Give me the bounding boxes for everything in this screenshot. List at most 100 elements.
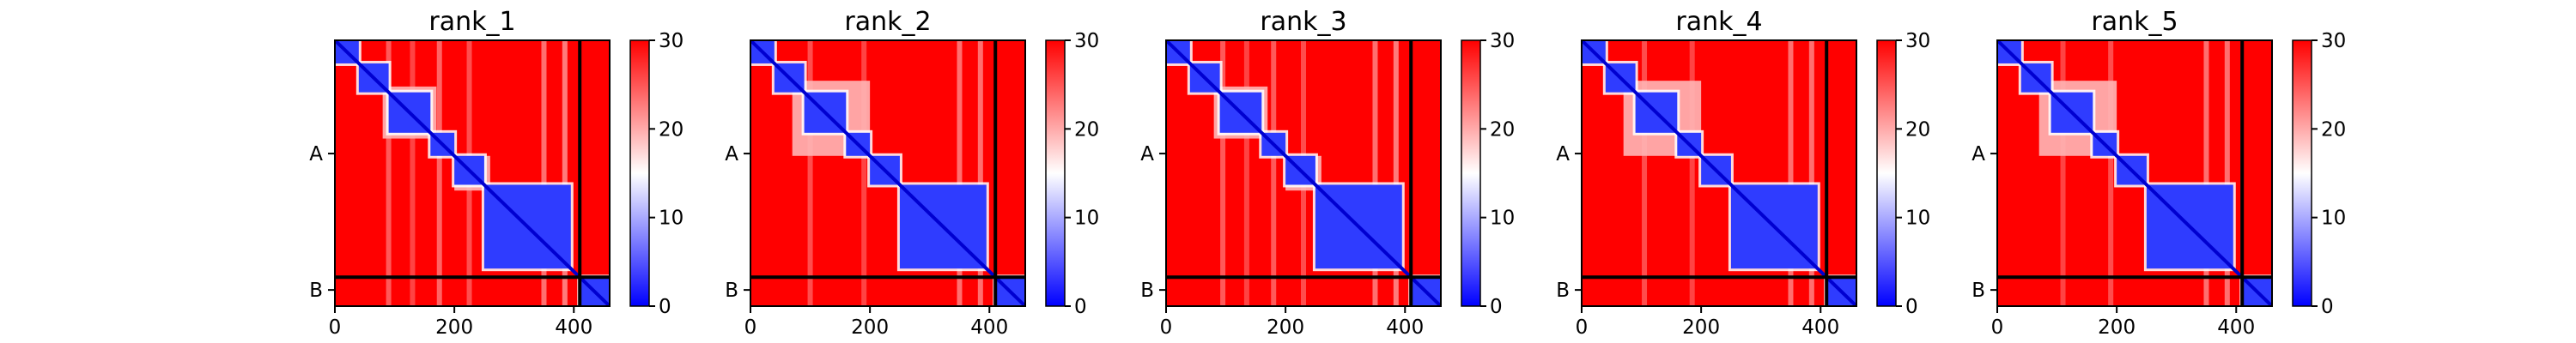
panel-5-title: rank_5 xyxy=(2091,7,2178,37)
panel-1-chain-label-A: A xyxy=(309,143,323,165)
panel-2-stripe-3 xyxy=(957,40,963,306)
panel-3-colorbar xyxy=(1461,40,1480,306)
panel-5-cbar-tick-label-1: 0 xyxy=(2321,296,2334,318)
panel-5-stripe-4 xyxy=(2224,40,2230,306)
panel-4-colorbar xyxy=(1877,40,1896,306)
panel-1-cbar-tick-label-2: 10 xyxy=(659,208,683,230)
panel-2-frame xyxy=(750,39,1026,307)
panel-4-chain-label-A: A xyxy=(1556,143,1570,165)
panel-1-xtick-label-2: 200 xyxy=(435,316,473,339)
panel-2-colorbar xyxy=(1046,40,1065,306)
panel-5-chain-label-A: A xyxy=(1971,143,1985,165)
panel-4-cbar-tick-label-3: 20 xyxy=(1905,118,1930,141)
panel-1-stripe-2 xyxy=(410,40,416,306)
panel-4-chain-label-B: B xyxy=(1556,280,1570,302)
panel-1-cbar-tick-label-4: 30 xyxy=(659,30,683,52)
panel-3-colorbar-frame xyxy=(1461,39,1481,307)
panel-2-cbar-tick-label-4: 30 xyxy=(1074,30,1099,52)
panel-2-xtick-label-2: 200 xyxy=(851,316,889,339)
panel-4-title: rank_4 xyxy=(1675,7,1762,37)
panel-1-cbar-tick-label-3: 20 xyxy=(659,118,683,141)
panel-5-cbar-tick-label-2: 10 xyxy=(2321,208,2346,230)
panel-5-chain-label-B: B xyxy=(1971,280,1985,302)
panel-5-colorbar-frame xyxy=(2292,39,2312,307)
panel-2-xtick-label-3: 400 xyxy=(970,316,1008,339)
panel-3-stripe-5 xyxy=(1372,40,1378,306)
panel-2-heatmap xyxy=(750,40,1025,306)
panel-5-frame xyxy=(1996,39,2273,307)
panel-4-cbar-tick-label-1: 0 xyxy=(1905,296,1918,318)
panel-3-xtick-label-1: 0 xyxy=(1160,316,1173,339)
panel-3-cbar-tick-label-3: 20 xyxy=(1490,118,1515,141)
panel-1-cbar-tick-label-1: 0 xyxy=(659,296,671,318)
panel-4-heatmap xyxy=(1582,40,1856,306)
panel-1-xtick-label-1: 0 xyxy=(329,316,342,339)
panel-3-chain-label-B: B xyxy=(1140,280,1154,302)
panel-2-chain-label-B: B xyxy=(725,280,738,302)
panel-2-title: rank_2 xyxy=(844,7,931,37)
panel-1-xtick-label-3: 400 xyxy=(555,316,592,339)
panel-2-diagonal xyxy=(750,40,1025,306)
panel-5-heatmap xyxy=(1997,40,2272,306)
panel-4-stripe-1 xyxy=(1642,40,1648,306)
panel-5-xtick-label-1: 0 xyxy=(1991,316,2004,339)
panel-2-cbar-tick-label-3: 20 xyxy=(1074,118,1099,141)
panel-3-title: rank_3 xyxy=(1260,7,1346,37)
panel-3-xtick-label-3: 400 xyxy=(1386,316,1424,339)
panel-3-stripe-3 xyxy=(1271,40,1277,306)
panel-4-xtick-label-2: 200 xyxy=(1682,316,1720,339)
panel-2-chain-label-A: A xyxy=(725,143,738,165)
panel-4-stripe-3 xyxy=(1788,40,1794,306)
panel-2-stripe-2 xyxy=(861,40,867,306)
panel-1-heatmap xyxy=(335,40,610,306)
panel-3-cbar-tick-label-2: 10 xyxy=(1490,208,1515,230)
panel-1-stripe-3 xyxy=(436,40,442,306)
panel-2-cbar-tick-label-2: 10 xyxy=(1074,208,1099,230)
panel-1-stripe-6 xyxy=(562,40,568,306)
panel-4-diagonal xyxy=(1582,40,1856,306)
panel-5-diagonal xyxy=(1997,40,2272,306)
panel-4-xtick-label-1: 0 xyxy=(1576,316,1589,339)
panel-4-cbar-tick-label-4: 30 xyxy=(1905,30,1930,52)
panel-3-xtick-label-2: 200 xyxy=(1267,316,1304,339)
panel-1-colorbar-frame xyxy=(629,39,650,307)
panel-3-stripe-6 xyxy=(1393,40,1399,306)
panel-1-stripe-5 xyxy=(541,40,547,306)
panel-3-cbar-tick-label-1: 0 xyxy=(1490,296,1503,318)
panel-5-xtick-label-2: 200 xyxy=(2098,316,2136,339)
panel-5-colorbar xyxy=(2293,40,2312,306)
panel-1-diagonal xyxy=(335,40,610,306)
panel-4-stripe-4 xyxy=(1808,40,1814,306)
panel-5-cbar-tick-label-4: 30 xyxy=(2321,30,2346,52)
panel-2-stripe-1 xyxy=(807,40,813,306)
panel-3-cbar-tick-label-4: 30 xyxy=(1490,30,1515,52)
panel-5-stripe-2 xyxy=(2108,40,2114,306)
panel-4-stripe-2 xyxy=(1689,40,1695,306)
panel-5-cbar-tick-label-3: 20 xyxy=(2321,118,2346,141)
panel-1-stripe-1 xyxy=(386,40,392,306)
panel-5-xtick-label-3: 400 xyxy=(2217,316,2255,339)
panel-4-cbar-tick-label-2: 10 xyxy=(1905,208,1930,230)
panel-3-stripe-2 xyxy=(1243,40,1249,306)
panel-2-cbar-tick-label-1: 0 xyxy=(1074,296,1087,318)
panel-3-chain-label-A: A xyxy=(1140,143,1154,165)
panel-1-title: rank_1 xyxy=(428,7,515,37)
panel-3-heatmap xyxy=(1166,40,1441,306)
panel-1-chain-label-B: B xyxy=(309,280,323,302)
panel-1-frame xyxy=(334,39,611,307)
panel-1-colorbar xyxy=(630,40,649,306)
panel-5-stripe-3 xyxy=(2203,40,2209,306)
panel-4-colorbar-frame xyxy=(1876,39,1897,307)
panel-5-stripe-1 xyxy=(2060,40,2066,306)
panel-2-xtick-label-1: 0 xyxy=(744,316,757,339)
panel-4-xtick-label-3: 400 xyxy=(1801,316,1839,339)
panel-3-stripe-1 xyxy=(1220,40,1226,306)
panel-2-stripe-4 xyxy=(977,40,983,306)
panel-2-colorbar-frame xyxy=(1045,39,1066,307)
